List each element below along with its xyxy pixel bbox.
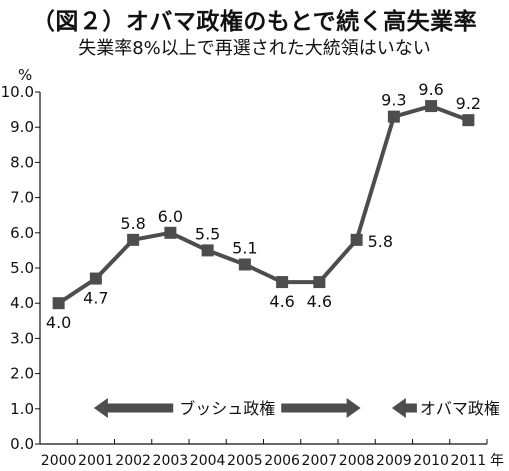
x-tick-label: 2009 <box>376 453 412 469</box>
arrow-head-left <box>93 398 108 418</box>
data-point <box>276 276 289 289</box>
x-tick-label: 2005 <box>227 453 263 469</box>
data-point <box>52 297 65 310</box>
data-point <box>425 100 438 113</box>
data-point <box>127 233 140 246</box>
x-tick-label: 2006 <box>264 453 300 469</box>
data-label: 4.0 <box>46 313 71 332</box>
data-point <box>164 226 177 239</box>
data-point <box>238 258 251 271</box>
data-label: 5.5 <box>195 224 220 243</box>
x-tick-label: 2000 <box>41 453 77 469</box>
data-label: 5.8 <box>120 214 145 233</box>
data-point <box>462 114 475 127</box>
y-tick-labels: 0.0 1.0 2.0 3.0 4.0 5.0 6.0 7.0 8.0 9.0 10.0 <box>1 83 34 453</box>
y-tick-label: 10.0 <box>1 83 34 101</box>
x-tick-label: 2001 <box>78 453 114 469</box>
y-tick-label: 6.0 <box>10 224 34 242</box>
x-tick-label: 2002 <box>115 453 151 469</box>
data-label: 9.3 <box>381 91 406 110</box>
annotation-label: オバマ政権 <box>420 399 500 418</box>
x-axis-unit-label: 年 <box>490 453 504 469</box>
y-tick-label: 3.0 <box>10 329 34 347</box>
data-point <box>201 244 214 257</box>
data-label: 6.0 <box>158 207 183 226</box>
data-label: 9.2 <box>456 94 481 113</box>
y-tick-label: 8.0 <box>10 153 34 171</box>
y-tick-label: 0.0 <box>10 435 34 453</box>
annotation-label: ブッシュ政権 <box>179 399 275 418</box>
series-line <box>57 104 470 305</box>
data-point <box>350 233 363 246</box>
data-point <box>313 276 326 289</box>
y-tick-label: 1.0 <box>10 400 34 418</box>
x-tick-labels: 2000 2001 2002 2003 2004 2005 2006 2007 2008 2009… <box>41 453 504 469</box>
chart-subtitle: 失業率8%以上で再選された大統領はいない <box>78 38 431 59</box>
data-label: 9.6 <box>418 80 443 99</box>
x-tick-label: 2004 <box>190 453 226 469</box>
arrow-shaft <box>404 403 417 413</box>
data-point <box>387 110 400 123</box>
y-tick-label: 4.0 <box>10 294 34 312</box>
unemployment-series <box>52 100 475 310</box>
data-point <box>89 272 102 285</box>
y-tick-label: 7.0 <box>10 189 34 207</box>
y-tick-label: 9.0 <box>10 118 34 136</box>
x-tick-label: 2010 <box>413 453 449 469</box>
administration-annotations: ブッシュ政権 オバマ政権 <box>93 398 500 418</box>
arrow-head-right <box>346 398 361 418</box>
y-tick-label: 5.0 <box>10 259 34 277</box>
data-labels: 4.0 4.7 5.8 6.0 5.5 5.1 4.6 4.6 5.8 9.3 9.6 9.2 <box>46 80 481 332</box>
arrow-shaft <box>281 403 348 413</box>
x-tick-label: 2003 <box>153 453 189 469</box>
chart-title: （図２）オバマ政権のもとで続く高失業率 <box>31 9 478 35</box>
axes <box>35 91 488 445</box>
y-axis-unit-label: % <box>18 66 32 84</box>
x-tick-label: 2011 <box>451 453 487 469</box>
arrow-shaft <box>106 403 174 413</box>
data-label: 5.8 <box>368 232 393 251</box>
y-tick-label: 2.0 <box>10 365 34 383</box>
data-label: 4.7 <box>83 289 108 308</box>
data-label: 5.1 <box>232 238 257 257</box>
x-tick-label: 2007 <box>302 453 338 469</box>
data-label: 4.6 <box>269 292 294 311</box>
x-tick-label: 2008 <box>339 453 375 469</box>
arrow-head-left <box>391 398 406 418</box>
data-label: 4.6 <box>307 292 332 311</box>
